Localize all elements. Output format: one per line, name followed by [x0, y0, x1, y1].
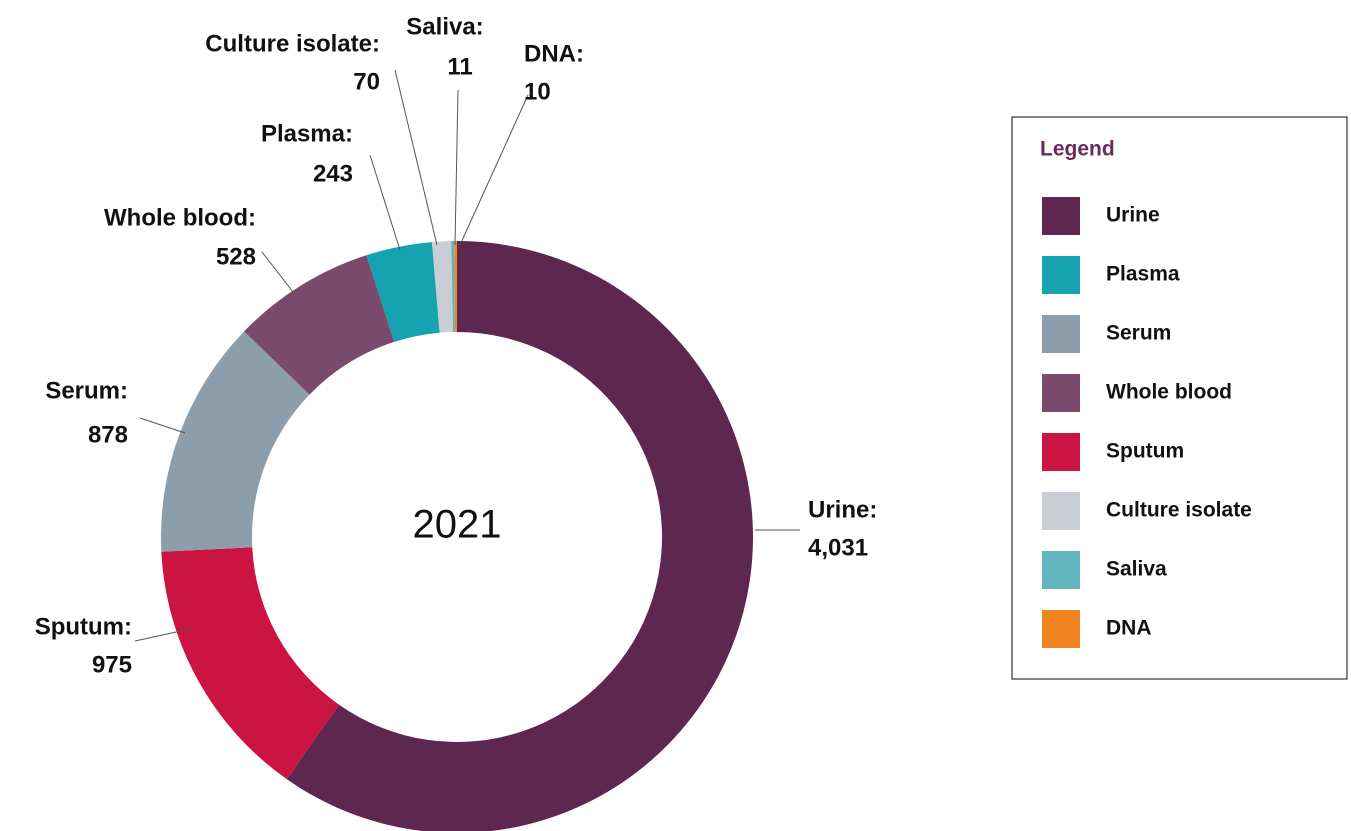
donut-slice: [454, 241, 457, 333]
donut-slice: [160, 331, 310, 552]
donut-slice: [244, 255, 395, 395]
slice-value: 878: [88, 421, 128, 448]
slice-label: Serum:: [45, 377, 128, 404]
slice-value: 11: [447, 53, 472, 80]
legend-swatch: [1042, 610, 1080, 648]
legend-label: Culture isolate: [1106, 499, 1252, 522]
donut-slice: [366, 242, 440, 342]
legend-label: Whole blood: [1106, 381, 1232, 404]
legend-swatch: [1042, 315, 1080, 353]
slice-label: Urine:: [808, 496, 877, 523]
legend-swatch: [1042, 197, 1080, 235]
donut-slice: [161, 547, 340, 780]
leader-line: [369, 154, 401, 251]
leader-line: [454, 89, 459, 246]
legend-swatch: [1042, 256, 1080, 294]
legend-label: Sputum: [1106, 440, 1184, 463]
leader-line: [459, 94, 529, 246]
legend-swatch: [1042, 492, 1080, 530]
slice-label: Sputum:: [35, 613, 132, 640]
slice-value: 70: [353, 68, 380, 95]
donut-slice: [431, 241, 453, 333]
leader-line: [134, 628, 191, 642]
legend-label: DNA: [1106, 617, 1152, 640]
slice-value: 4,031: [808, 534, 868, 561]
legend-label: Plasma: [1106, 263, 1180, 286]
legend-swatch: [1042, 433, 1080, 471]
center-label: 2021: [413, 503, 502, 547]
slice-label: DNA:: [524, 40, 584, 67]
slice-label: Whole blood:: [104, 204, 256, 231]
legend-label: Urine: [1106, 204, 1160, 227]
slice-value: 528: [216, 243, 256, 270]
legend-label: Serum: [1106, 322, 1171, 345]
leader-line: [139, 417, 186, 434]
legend-swatch: [1042, 551, 1080, 589]
slice-label: Saliva:: [406, 13, 483, 40]
slice-label: Culture isolate:: [205, 30, 380, 57]
slice-value: 975: [92, 651, 132, 678]
slice-label: Plasma:: [261, 120, 353, 147]
legend-swatch: [1042, 374, 1080, 412]
legend-label: Saliva: [1106, 558, 1167, 581]
donut-slice: [286, 241, 753, 831]
leader-line: [394, 69, 438, 246]
donut-slice: [451, 241, 456, 333]
slice-value: 10: [524, 78, 551, 105]
slice-value: 243: [313, 160, 353, 187]
legend-title: Legend: [1040, 138, 1115, 161]
leader-line: [261, 251, 294, 293]
